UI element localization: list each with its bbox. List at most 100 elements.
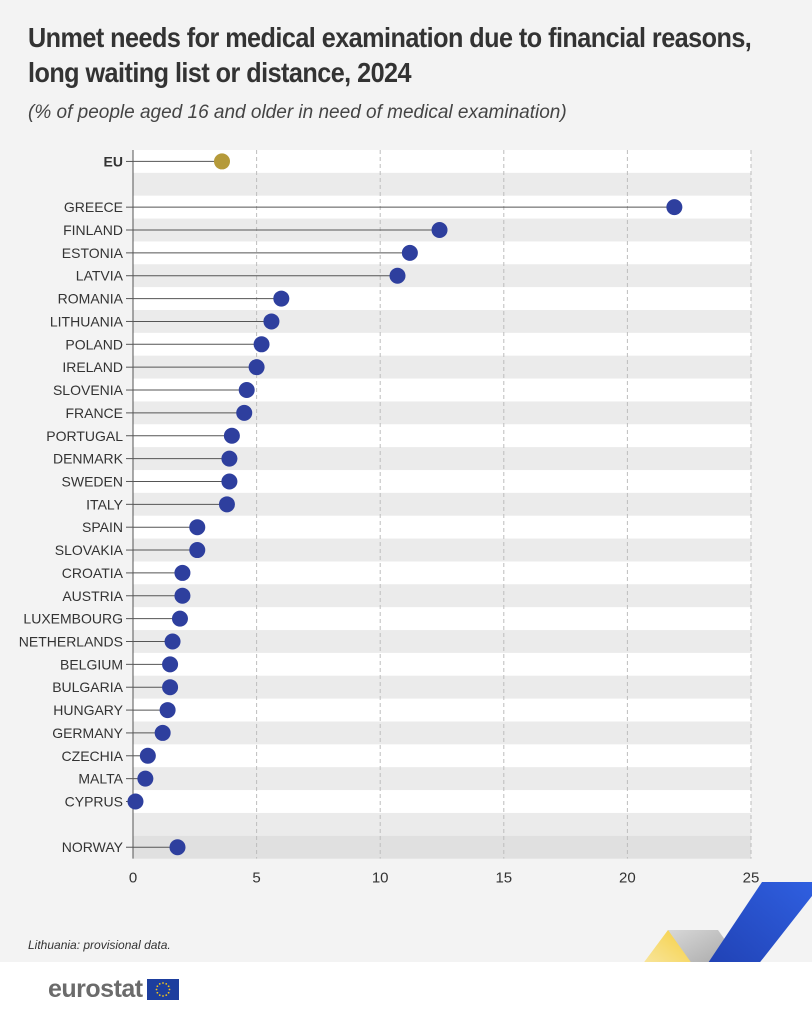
country-dot — [238, 382, 255, 399]
chart-title-line-2: long waiting list or distance, 2024 — [28, 57, 412, 88]
category-label: SWEDEN — [62, 473, 123, 489]
x-tick-label: 10 — [372, 870, 389, 887]
x-tick-label: 15 — [495, 870, 512, 887]
chart-title: Unmet needs for medical examination due … — [28, 20, 752, 90]
flag-star — [164, 994, 167, 997]
category-label: ROMANIA — [58, 291, 124, 307]
country-dot — [164, 633, 181, 650]
country-dot — [137, 770, 154, 787]
row-band — [133, 378, 751, 402]
eu-dot — [213, 153, 230, 170]
x-tick-label: 25 — [743, 870, 760, 887]
row-band — [133, 652, 751, 676]
country-dot — [221, 450, 238, 467]
row-band — [133, 698, 751, 722]
country-dot — [666, 199, 683, 216]
country-dot — [389, 267, 406, 284]
country-dot — [221, 473, 238, 490]
country-dot — [189, 542, 206, 559]
flag-star — [156, 985, 158, 988]
category-label: NETHERLANDS — [19, 633, 123, 649]
chart-subtitle: (% of people aged 16 and older in need o… — [28, 102, 567, 123]
country-dot — [223, 427, 240, 444]
country-dot — [236, 404, 253, 421]
row-band — [133, 287, 751, 311]
row-band — [133, 790, 751, 813]
category-label: POLAND — [65, 336, 123, 352]
category-label: BELGIUM — [60, 656, 123, 672]
category-label: LUXEMBOURG — [23, 611, 123, 627]
flag-star — [164, 982, 167, 985]
gridlines — [126, 150, 752, 859]
country-dot — [218, 496, 235, 513]
flag-star — [158, 982, 161, 985]
category-label: FRANCE — [65, 405, 123, 421]
category-label: PORTUGAL — [46, 428, 123, 444]
country-dot — [139, 747, 156, 764]
footnote: Lithuania: provisional data. — [28, 938, 171, 952]
country-dot — [189, 519, 206, 536]
row-band — [133, 835, 751, 859]
flag-star — [156, 991, 158, 994]
row-band — [133, 584, 751, 608]
country-dot — [162, 656, 179, 673]
category-label: AUSTRIA — [62, 588, 123, 604]
row-band — [133, 675, 751, 699]
category-label: IRELAND — [62, 359, 123, 375]
category-label: FINLAND — [63, 222, 123, 238]
country-dot — [154, 724, 171, 741]
eu-flag-icon — [146, 979, 179, 1000]
row-band — [133, 515, 751, 539]
row-band — [133, 401, 751, 425]
x-tick-label: 20 — [619, 870, 636, 887]
dots — [127, 153, 683, 856]
country-dot — [174, 587, 191, 604]
flag-star — [158, 994, 161, 997]
category-label: CYPRUS — [65, 794, 123, 810]
stems — [133, 160, 675, 848]
country-dot — [159, 702, 176, 719]
category-label: DENMARK — [53, 451, 124, 467]
row-band — [133, 172, 751, 196]
eurostat-logo: eurostat — [48, 975, 179, 1004]
flag-star — [161, 995, 164, 997]
country-dot — [171, 610, 188, 627]
row-band — [133, 355, 751, 379]
category-label: SLOVENIA — [53, 382, 124, 398]
dot-chart: EU GREECE FINLAND ESTONIA LATVIA ROMANIA LITHU… — [19, 150, 760, 887]
country-dot — [401, 244, 418, 261]
category-label: LATVIA — [76, 268, 124, 284]
row-band — [133, 310, 751, 333]
country-dot — [174, 564, 191, 581]
row-band — [133, 721, 751, 745]
row-band — [133, 332, 751, 356]
row-band — [133, 744, 751, 768]
category-label: GERMANY — [52, 725, 123, 741]
row-band — [133, 812, 751, 836]
country-dot — [431, 222, 448, 239]
footer — [0, 962, 812, 1024]
category-label: HUNGARY — [53, 702, 123, 718]
category-label: ESTONIA — [62, 245, 124, 261]
flag-star — [161, 982, 164, 984]
country-dot — [248, 359, 265, 376]
row-band — [133, 447, 751, 471]
x-axis-ticks: 0 5 10 15 20 25 — [129, 870, 760, 887]
country-dot — [162, 679, 179, 696]
row-band — [133, 767, 751, 791]
category-label: EU — [104, 153, 123, 169]
flag-star — [167, 985, 170, 988]
country-dot — [169, 839, 186, 856]
category-label: GREECE — [64, 199, 123, 215]
flag-star — [155, 988, 158, 991]
row-band — [133, 470, 751, 493]
category-label: SLOVAKIA — [55, 542, 124, 558]
category-label: LITHUANIA — [50, 313, 124, 329]
flag-star — [167, 991, 170, 994]
country-dot — [273, 290, 290, 307]
row-band — [133, 538, 751, 562]
chart-title-line-1: Unmet needs for medical examination due … — [28, 22, 752, 53]
category-label: CROATIA — [62, 565, 124, 581]
country-dot — [263, 313, 280, 330]
